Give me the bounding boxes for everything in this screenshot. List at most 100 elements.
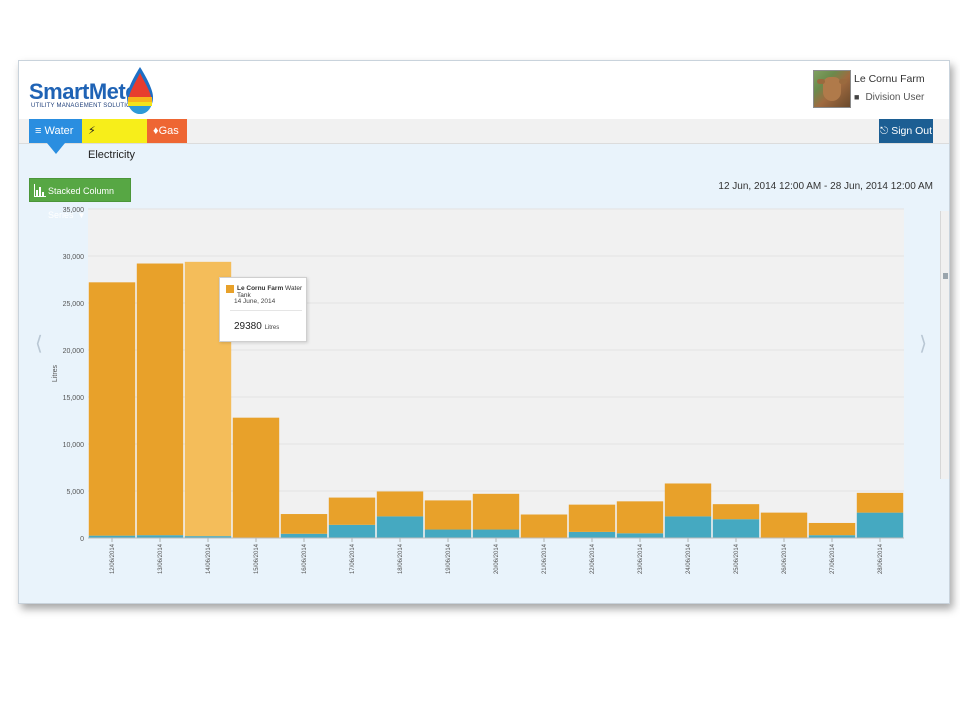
bar-segment-primary [520, 514, 568, 538]
user-role: ■ Division User [854, 92, 924, 103]
x-tick-label: 14/06/2014 [206, 543, 212, 574]
x-tick-label: 18/06/2014 [398, 543, 404, 574]
bar-segment-primary [760, 512, 808, 538]
date-range[interactable]: 12 Jun, 2014 12:00 AM - 28 Jun, 2014 12:… [718, 181, 933, 192]
bar-segment-primary [136, 263, 184, 536]
bar-segment-secondary [568, 531, 616, 538]
sign-out-button[interactable]: ⎋ Sign Out [879, 119, 933, 143]
tooltip-value-number: 29380 [234, 321, 262, 332]
y-tick-label: 35,000 [63, 207, 85, 214]
tooltip-date: 14 June, 2014 [234, 298, 276, 305]
x-tick-label: 22/06/2014 [590, 543, 596, 574]
user-role-text: Division User [865, 92, 925, 103]
menu-lines-icon: ≡ [35, 125, 42, 137]
bar-segment-secondary [136, 535, 184, 538]
series-type-label: Stacked Column Series [48, 186, 115, 220]
bar-segment-primary [328, 497, 376, 525]
x-tick-label: 17/06/2014 [350, 543, 356, 574]
tooltip-divider [230, 310, 302, 311]
bar-segment-secondary [88, 535, 136, 538]
bar-segment-primary [472, 493, 520, 530]
bar-segment-primary [712, 504, 760, 520]
utility-tab-bar: ≡ Water ⚡︎ Electricity ♦Gas ⎋ Sign Out [19, 119, 949, 161]
tooltip-value: 29380 Litres [234, 321, 279, 332]
water-usage-chart: 0 5,000 10,000 15,000 20,000 25,000 30,000 35,0… [52, 207, 904, 574]
bar-segment-primary [88, 282, 136, 536]
y-tick-label: 20,000 [63, 348, 85, 355]
tooltip-series-name: Le Cornu Farm [237, 285, 284, 292]
bar-segment-secondary [424, 529, 472, 538]
bar-segment-secondary [664, 516, 712, 538]
tab-water-label: Water [44, 125, 74, 137]
y-tick-label: 15,000 [63, 395, 85, 402]
bar-segment-secondary [472, 529, 520, 538]
tab-electricity-label: Electricity [88, 149, 136, 161]
x-tick-label: 21/06/2014 [542, 543, 548, 574]
bar-segment-primary [376, 491, 424, 517]
bar-chart-icon [34, 184, 46, 197]
user-icon: ■ [854, 92, 860, 102]
bar-segment-secondary [184, 536, 232, 538]
y-axis-label: Litres [52, 364, 59, 382]
tooltip-series-type: Water Tank [237, 285, 303, 299]
x-tick-label: 16/06/2014 [302, 543, 308, 574]
tab-electricity[interactable]: ⚡︎ Electricity [82, 119, 147, 161]
scrollbar[interactable] [940, 211, 949, 479]
sign-out-label: Sign Out [891, 125, 933, 137]
bar-segment-primary [424, 500, 472, 530]
x-tick-label: 19/06/2014 [446, 543, 452, 574]
tab-water[interactable]: ≡ Water [29, 119, 82, 154]
bar-segment-primary [616, 501, 664, 534]
next-period-arrow-icon[interactable]: ⟩ [919, 333, 927, 355]
x-tick-label: 20/06/2014 [494, 543, 500, 574]
x-tick-label: 28/06/2014 [878, 543, 884, 574]
chart-tooltip: Le Cornu Farm Water Tank 14 June, 2014 2… [219, 277, 307, 342]
top-bar: SmartMeter UTILITY MANAGEMENT SOLUTION L… [19, 61, 949, 120]
x-tick-label: 23/06/2014 [638, 543, 644, 574]
tooltip-swatch [226, 285, 234, 293]
x-tick-label: 12/06/2014 [110, 543, 116, 574]
bar-segment-secondary [616, 533, 664, 538]
bar-segment-primary [808, 522, 856, 536]
series-type-dropdown[interactable]: Stacked Column Series ▼ [29, 178, 131, 220]
y-tick-label: 10,000 [63, 442, 85, 449]
x-tick-label: 25/06/2014 [734, 543, 740, 574]
bar-segment-primary [232, 417, 280, 538]
bar-segment-primary [568, 504, 616, 532]
x-tick-label: 27/06/2014 [830, 543, 836, 574]
logo-drop-icon [127, 67, 153, 114]
tooltip-value-unit: Litres [264, 325, 280, 331]
bar-segment-secondary [856, 512, 904, 538]
sign-out-icon: ⎋ [879, 125, 889, 137]
smartmeter-logo[interactable]: SmartMeter UTILITY MANAGEMENT SOLUTION [27, 65, 167, 117]
scrollbar-thumb[interactable] [943, 273, 948, 279]
y-tick-label: 25,000 [63, 301, 85, 308]
lightning-icon: ⚡︎ [88, 125, 96, 137]
user-name: Le Cornu Farm [854, 73, 925, 85]
tab-gas[interactable]: ♦Gas [147, 119, 187, 143]
app-window: SmartMeter UTILITY MANAGEMENT SOLUTION L… [18, 60, 950, 604]
chevron-down-icon: ▼ [77, 211, 86, 220]
flame-icon: ♦ [153, 125, 159, 137]
bar-segment-secondary [376, 516, 424, 538]
bar-segment-secondary [280, 533, 328, 538]
y-tick-label: 5,000 [66, 489, 84, 496]
y-tick-label: 0 [80, 536, 84, 543]
previous-period-arrow-icon[interactable]: ⟨ [35, 333, 43, 355]
bar-segment-secondary [808, 535, 856, 538]
bar-segment-primary [280, 514, 328, 534]
tab-gas-label: Gas [158, 125, 179, 137]
bar-segment-secondary [328, 524, 376, 538]
tooltip-series: Le Cornu Farm Water Tank [237, 285, 306, 299]
avatar [813, 70, 851, 108]
x-tick-label: 24/06/2014 [686, 543, 692, 574]
logo-tagline: UTILITY MANAGEMENT SOLUTION [31, 103, 136, 109]
logo-text: SmartMeter [29, 79, 146, 104]
x-tick-label: 26/06/2014 [782, 543, 788, 574]
user-profile[interactable]: Le Cornu Farm ■ Division User [813, 70, 933, 110]
bar-segment-secondary [712, 519, 760, 538]
bar-segment-primary [856, 492, 904, 513]
y-tick-label: 30,000 [63, 254, 85, 261]
bar-segment-primary [664, 483, 712, 517]
x-tick-label: 15/06/2014 [254, 543, 260, 574]
